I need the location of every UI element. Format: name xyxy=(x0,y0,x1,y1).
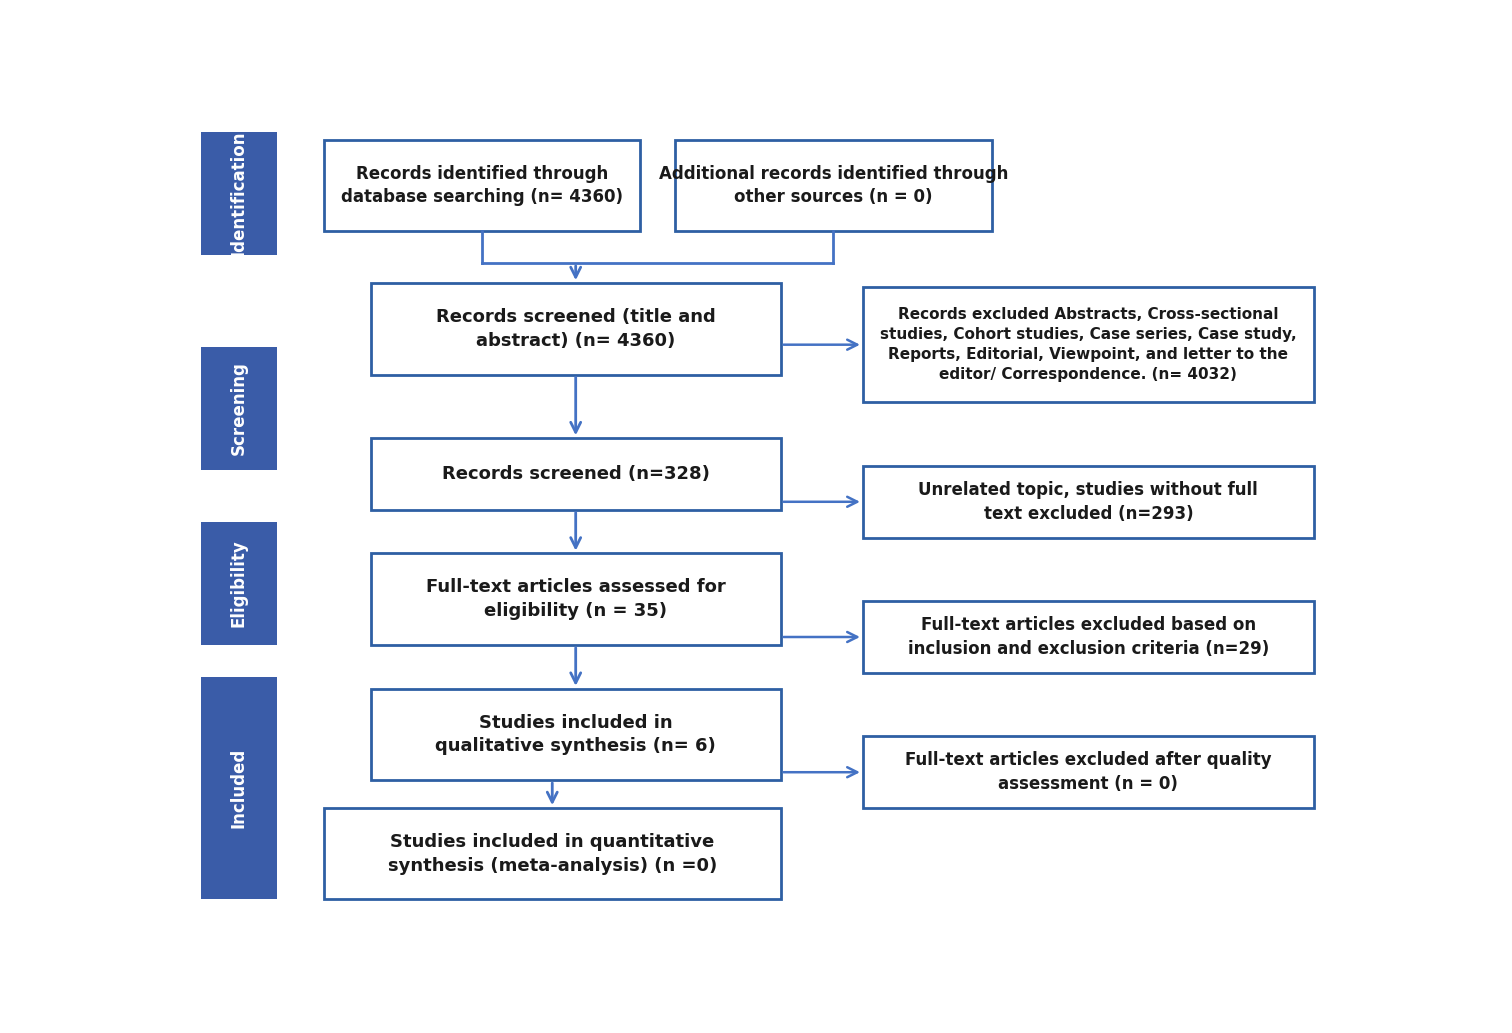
Text: Records excluded Abstracts, Cross-sectional
studies, Cohort studies, Case series: Records excluded Abstracts, Cross-sectio… xyxy=(880,308,1297,382)
Text: Records screened (title and
abstract) (n= 4360): Records screened (title and abstract) (n… xyxy=(435,308,715,349)
FancyBboxPatch shape xyxy=(370,438,780,509)
Text: Included: Included xyxy=(230,748,248,828)
Text: Full-text articles excluded after quality
assessment (n = 0): Full-text articles excluded after qualit… xyxy=(906,751,1272,793)
FancyBboxPatch shape xyxy=(324,808,780,900)
Text: Full-text articles assessed for
eligibility (n = 35): Full-text articles assessed for eligibil… xyxy=(426,578,726,620)
Text: Records screened (n=328): Records screened (n=328) xyxy=(442,465,709,483)
FancyBboxPatch shape xyxy=(370,689,780,780)
FancyBboxPatch shape xyxy=(201,347,277,470)
Text: Full-text articles excluded based on
inclusion and exclusion criteria (n=29): Full-text articles excluded based on inc… xyxy=(907,617,1269,658)
Text: Identification: Identification xyxy=(230,131,248,256)
FancyBboxPatch shape xyxy=(863,737,1314,808)
FancyBboxPatch shape xyxy=(370,283,780,375)
Text: Studies included in
qualitative synthesis (n= 6): Studies included in qualitative synthesi… xyxy=(435,714,717,755)
FancyBboxPatch shape xyxy=(370,554,780,645)
Text: Screening: Screening xyxy=(230,362,248,456)
FancyBboxPatch shape xyxy=(201,522,277,645)
FancyBboxPatch shape xyxy=(201,677,277,900)
FancyBboxPatch shape xyxy=(863,287,1314,403)
FancyBboxPatch shape xyxy=(863,601,1314,672)
Text: Eligibility: Eligibility xyxy=(230,539,248,627)
Text: Records identified through
database searching (n= 4360): Records identified through database sear… xyxy=(340,165,623,207)
FancyBboxPatch shape xyxy=(324,139,640,231)
FancyBboxPatch shape xyxy=(676,139,992,231)
Text: Studies included in quantitative
synthesis (meta-analysis) (n =0): Studies included in quantitative synthes… xyxy=(387,833,717,875)
Text: Additional records identified through
other sources (n = 0): Additional records identified through ot… xyxy=(659,165,1009,207)
FancyBboxPatch shape xyxy=(201,132,277,255)
FancyBboxPatch shape xyxy=(863,466,1314,537)
Text: Unrelated topic, studies without full
text excluded (n=293): Unrelated topic, studies without full te… xyxy=(918,481,1258,523)
